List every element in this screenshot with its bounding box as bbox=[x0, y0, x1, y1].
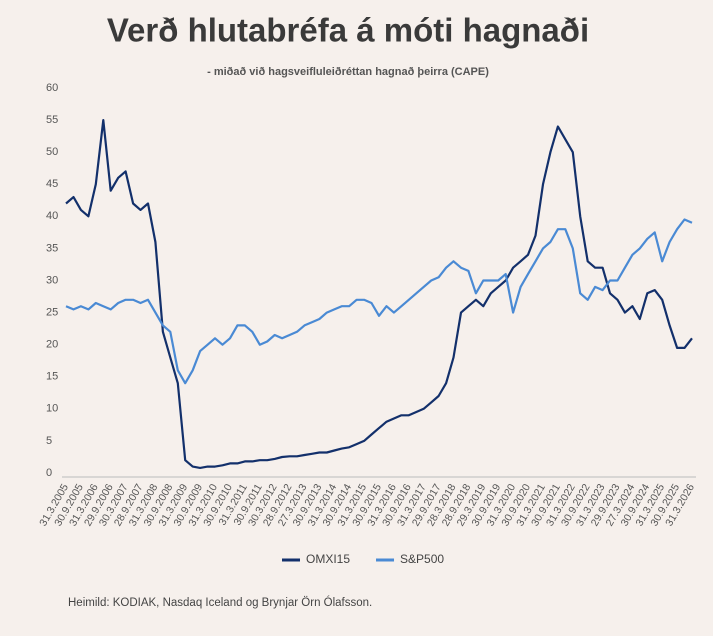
y-tick-label: 20 bbox=[46, 339, 58, 351]
y-tick-label: 0 bbox=[46, 467, 52, 479]
legend-label: OMXI15 bbox=[306, 552, 350, 566]
chart-subtitle: - miðað við hagsveifluleiðréttan hagnað … bbox=[207, 66, 489, 78]
y-tick-label: 30 bbox=[46, 274, 58, 286]
y-tick-label: 25 bbox=[46, 306, 58, 318]
y-tick-label: 60 bbox=[46, 82, 58, 94]
y-tick-label: 10 bbox=[46, 403, 58, 415]
series-line bbox=[65, 119, 693, 469]
series-line bbox=[65, 218, 693, 385]
y-tick-label: 15 bbox=[46, 371, 58, 383]
y-tick-label: 5 bbox=[46, 435, 52, 447]
y-tick-label: 45 bbox=[46, 178, 58, 190]
legend-label: S&P500 bbox=[400, 552, 444, 566]
y-tick-label: 50 bbox=[46, 146, 58, 158]
chart-title: Verð hlutabréfa á móti hagnaði bbox=[107, 12, 589, 49]
source-note: Heimild: KODIAK, Nasdaq Iceland og Brynj… bbox=[68, 596, 372, 609]
y-tick-label: 35 bbox=[46, 242, 58, 254]
y-tick-label: 40 bbox=[46, 210, 58, 222]
y-tick-label: 55 bbox=[46, 114, 58, 126]
